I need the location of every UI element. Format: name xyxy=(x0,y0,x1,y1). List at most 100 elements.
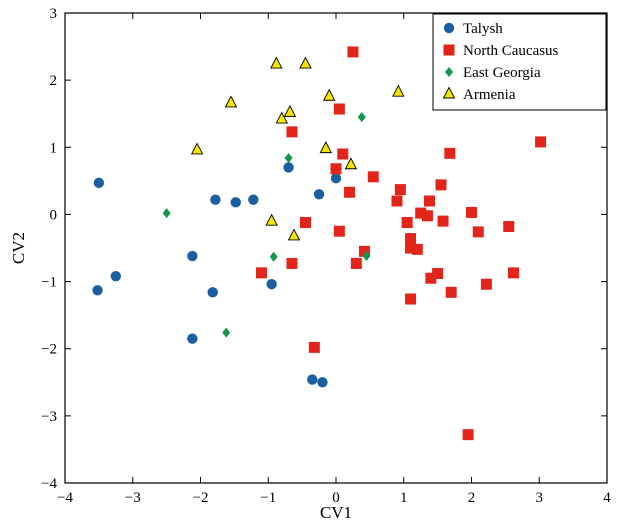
data-points xyxy=(92,46,547,441)
north-caucasus-point xyxy=(300,216,312,228)
x-tick-label: 3 xyxy=(536,490,544,506)
north-caucasus-point xyxy=(508,267,520,279)
north-caucasus-point xyxy=(333,103,345,115)
north-caucasus-point xyxy=(425,272,437,284)
y-tick-label: −1 xyxy=(41,275,57,291)
armenia-point xyxy=(392,84,405,97)
legend-entry-east-georgia: East Georgia xyxy=(445,65,541,81)
armenia-point xyxy=(270,56,283,69)
north-caucasus-point xyxy=(286,257,298,269)
north-caucasus-point xyxy=(435,179,447,191)
armenia-point xyxy=(287,228,301,241)
legend-talysh-point xyxy=(443,22,455,34)
series-armenia xyxy=(190,56,405,241)
legend-label-armenia: Armenia xyxy=(463,87,516,103)
talysh-point xyxy=(92,285,103,296)
x-tick-label: −4 xyxy=(57,490,73,506)
east-georgia-point xyxy=(357,112,366,123)
armenia-point xyxy=(265,213,278,226)
talysh-point xyxy=(207,287,218,298)
armenia-point xyxy=(224,95,238,108)
north-caucasus-point xyxy=(432,268,444,280)
talysh-point xyxy=(248,194,259,205)
talysh-point xyxy=(110,271,122,282)
north-caucasus-point xyxy=(405,293,417,305)
talysh-point xyxy=(307,374,318,385)
talysh-point xyxy=(283,162,294,173)
legend-entry-armenia: Armenia xyxy=(442,86,516,103)
legend-east-georgia-point xyxy=(445,67,453,77)
north-caucasus-point xyxy=(445,286,457,298)
north-caucasus-point xyxy=(255,267,267,279)
y-axis-title: CV2 xyxy=(9,232,28,264)
y-tick-label: 0 xyxy=(50,207,58,223)
y-tick-label: 1 xyxy=(50,140,58,156)
talysh-point xyxy=(93,177,105,189)
x-axis-title: CV1 xyxy=(320,503,352,522)
north-caucasus-point xyxy=(394,184,406,196)
x-tick-label: −2 xyxy=(193,490,209,506)
north-caucasus-point xyxy=(480,278,492,290)
talysh-point xyxy=(187,333,198,344)
north-caucasus-point xyxy=(401,216,413,228)
north-caucasus-point xyxy=(423,195,435,207)
north-caucasus-point xyxy=(358,245,370,257)
north-caucasus-point xyxy=(415,207,427,219)
y-tick-label: −4 xyxy=(41,476,57,492)
north-caucasus-point xyxy=(391,195,403,207)
north-caucasus-point xyxy=(421,210,433,222)
armenia-point xyxy=(299,56,312,69)
north-caucasus-point xyxy=(405,233,417,245)
legend-label-east-georgia: East Georgia xyxy=(463,65,541,81)
series-north-caucasus xyxy=(255,46,547,441)
armenia-point xyxy=(322,88,336,101)
north-caucasus-point xyxy=(308,341,320,353)
legend-label-talysh: Talysh xyxy=(463,21,503,37)
talysh-point xyxy=(330,172,342,184)
series-east-georgia xyxy=(162,112,371,338)
armenia-point xyxy=(344,157,358,170)
north-caucasus-point xyxy=(367,171,379,183)
east-georgia-point xyxy=(362,251,371,262)
x-tick-label: 4 xyxy=(603,490,611,506)
legend-north-caucasus-point xyxy=(443,44,455,56)
north-caucasus-point xyxy=(462,429,474,441)
legend-box xyxy=(432,13,607,111)
legend-entry-talysh: Talysh xyxy=(443,21,503,37)
x-tick-label: 0 xyxy=(332,490,340,506)
legend-entry-north-caucasus: North Caucasus xyxy=(443,43,559,59)
east-georgia-point xyxy=(162,208,171,219)
north-caucasus-point xyxy=(437,215,449,227)
east-georgia-point xyxy=(284,153,293,164)
legend-armenia-point xyxy=(442,86,456,99)
armenia-point xyxy=(319,141,333,154)
series-talysh xyxy=(92,162,342,388)
armenia-point xyxy=(283,104,297,117)
north-caucasus-point xyxy=(535,136,547,148)
north-caucasus-point xyxy=(405,242,417,254)
talysh-point xyxy=(210,194,221,205)
y-tick-label: −2 xyxy=(41,342,57,358)
armenia-point xyxy=(190,142,204,155)
x-tick-label: 2 xyxy=(468,490,476,506)
north-caucasus-point xyxy=(444,147,456,159)
north-caucasus-point xyxy=(411,243,423,255)
north-caucasus-point xyxy=(330,163,342,175)
tick-labels: −4 −3 −2 −1 0 1 2 3 4 −4 −3 −2 −1 0 1 2 3 xyxy=(41,6,611,506)
north-caucasus-point xyxy=(350,257,362,269)
talysh-point xyxy=(313,189,325,200)
x-tick-label: 1 xyxy=(400,490,408,506)
north-caucasus-point xyxy=(347,46,359,58)
x-tick-label: −3 xyxy=(125,490,141,506)
talysh-point xyxy=(187,250,198,262)
armenia-point xyxy=(275,111,289,124)
y-tick-label: 2 xyxy=(50,73,58,89)
north-caucasus-point xyxy=(472,226,484,238)
north-caucasus-point xyxy=(466,206,477,218)
talysh-point xyxy=(266,279,277,290)
north-caucasus-point xyxy=(337,148,349,160)
north-caucasus-point xyxy=(344,186,356,198)
talysh-point xyxy=(317,377,328,388)
north-caucasus-point xyxy=(286,126,298,138)
